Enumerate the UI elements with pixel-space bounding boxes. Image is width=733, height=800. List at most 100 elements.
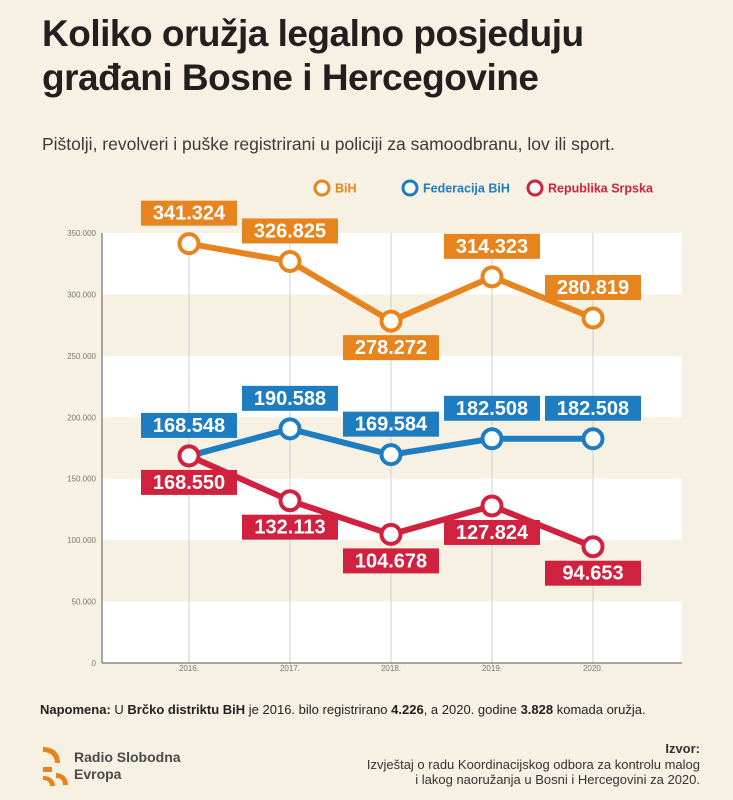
chart-title-line-2: građani Bosne i Hercegovine [42,57,539,98]
data-point [480,427,504,451]
legend-marker [313,179,331,197]
data-label-box [545,560,641,586]
footnote-text-1: U [110,702,128,717]
data-label-text: 94.653 [562,563,623,585]
footnote-bold-1: Brčko distriktu BiH [127,702,246,717]
data-label-box [444,395,540,421]
data-label-text: 168.550 [153,472,225,494]
data-label: 127.824 [444,519,540,545]
line-chart: 0 50.000 100.000 150.000 200.000 250.000 300.0… [67,179,682,673]
source-line-2: i lakog naoružanja u Bosni i Hercegovini… [415,772,700,787]
y-tick-label: 200.000 [67,413,96,422]
footnote-bold-2: 4.226 [391,702,424,717]
data-label: 94.653 [545,560,641,586]
legend-marker [401,179,419,197]
data-label-text: 278.272 [355,337,427,359]
data-point [581,535,605,559]
data-label-text: 314.323 [456,236,528,258]
footnote: Napomena: U Brčko distriktu BiH je 2016.… [40,702,720,717]
data-label-box [141,469,237,495]
x-tick-label: 2020. [583,664,603,673]
data-label-text: 168.548 [153,415,225,437]
data-label-box [545,395,641,421]
x-tick-label: 2019. [482,664,502,673]
grid-band [102,601,682,663]
data-label-text: 182.508 [557,398,629,420]
data-point [480,494,504,518]
data-label-text: 182.508 [456,398,528,420]
data-label-text: 132.113 [254,517,325,539]
data-point [177,444,201,468]
source-line-1: Izvještaj o radu Koordinacijskog odbora … [366,756,700,772]
legend-marker [526,179,544,197]
y-tick-label: 50.000 [72,598,97,607]
y-tick-label: 350.000 [67,229,96,238]
data-label-text: 127.824 [456,522,529,544]
chart-subtitle: Pištolji, revolveri i puške registrirani… [42,134,615,154]
data-label-text: 341.324 [153,203,226,225]
data-label-box [242,218,338,244]
data-label: 341.324 [141,200,237,226]
logo-line-1: Radio Slobodna [74,749,181,765]
data-point [379,443,403,467]
data-label-box [343,548,439,574]
data-label-box [444,519,540,545]
footnote-text-4: komada oružja. [553,702,646,717]
data-label-text: 190.588 [254,388,326,410]
data-label-text: 280.819 [557,277,629,299]
plot-area: 0 50.000 100.000 150.000 200.000 250.000 300.0… [67,229,682,673]
data-label-box [242,514,338,540]
data-label-box [242,385,338,411]
footnote-label: Napomena: [40,702,111,717]
data-label: 104.678 [343,548,439,574]
x-tick-label: 2016. [179,664,199,673]
data-label: 190.588 [242,385,338,411]
data-point [379,522,403,546]
data-label-box [141,200,237,226]
source-label: Izvor: [665,741,700,756]
x-tick-label: 2017. [280,664,300,673]
data-label-text: 169.584 [355,414,428,436]
data-label-box [545,274,641,300]
data-point [480,265,504,289]
data-point [581,427,605,451]
data-label: 168.550 [141,469,237,495]
data-label-text: 104.678 [355,550,427,572]
data-point [278,489,302,513]
source-block: Izvor: Izvještaj o radu Koordinacijskog … [367,741,700,788]
data-label: 314.323 [444,233,540,259]
broadcast-logo-icon [43,747,68,786]
y-tick-label: 300.000 [67,290,96,299]
data-label: 182.508 [444,395,540,421]
data-point [278,417,302,441]
y-tick-label: 100.000 [67,536,96,545]
data-point [379,309,403,333]
data-point [278,249,302,273]
data-label: 278.272 [343,335,439,361]
logo-text: Radio Slobodna Evropa [74,749,181,783]
data-label-text: 326.825 [254,220,326,242]
legend: BiH Federacija BiH Republika Srpska [313,179,654,197]
y-tick-label: 0 [92,659,97,668]
chart-title: Koliko oružja legalno posjeduju građani … [42,12,712,100]
series [177,232,605,333]
data-point [177,232,201,256]
series [177,444,605,559]
data-label-box [343,335,439,361]
data-label: 168.548 [141,412,237,438]
data-label: 182.508 [545,395,641,421]
y-tick-label: 250.000 [67,352,96,361]
logo-line-2: Evropa [74,766,122,782]
chart-title-line-1: Koliko oružja legalno posjeduju [42,13,584,54]
legend-label: BiH [335,182,357,196]
legend-label: Federacija BiH [423,182,510,196]
x-tick-label: 2018. [381,664,401,673]
data-labels: 341.324 326.825 278.272 314.323 280.819 168.5… [141,200,641,586]
footnote-bold-3: 3.828 [520,702,554,717]
data-label-box [141,412,237,438]
data-point [581,306,605,330]
data-label: 132.113 [242,514,338,540]
footnote-text-2: je 2016. bilo registrirano [245,702,392,717]
data-label-box [343,411,439,437]
data-label: 169.584 [343,411,439,437]
